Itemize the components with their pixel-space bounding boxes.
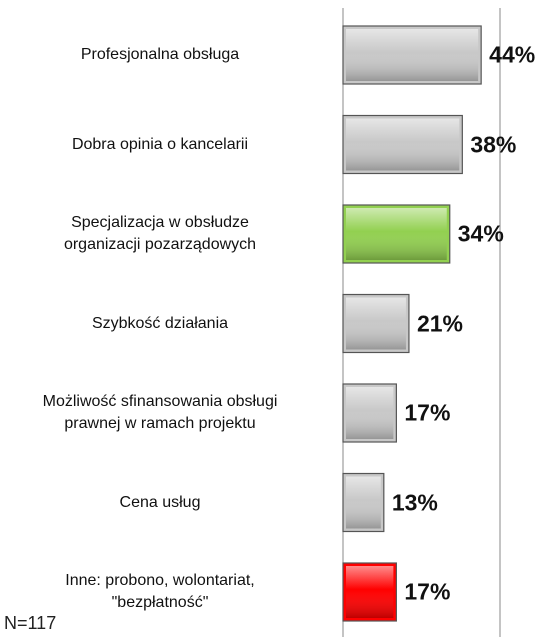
bar bbox=[342, 383, 397, 443]
category-label: Inne: probono, wolontariat, "bezpłatność… bbox=[65, 572, 255, 611]
value-label: 13% bbox=[391, 489, 438, 515]
bar bbox=[342, 293, 410, 354]
category-label: Dobra opinia o kancelarii bbox=[71, 135, 249, 153]
category-label: Możliwość sfinansowania obsługi prawnej … bbox=[42, 393, 278, 432]
bar bbox=[342, 114, 463, 175]
bar bbox=[342, 25, 482, 85]
category-label: Cena usług bbox=[119, 493, 201, 511]
value-label: 21% bbox=[416, 310, 463, 336]
bar bbox=[342, 562, 397, 622]
category-label: Szybkość działania bbox=[91, 314, 229, 332]
value-label: 17% bbox=[404, 399, 451, 426]
value-label: 38% bbox=[470, 131, 517, 157]
bar bbox=[342, 472, 385, 533]
value-label: 17% bbox=[404, 578, 451, 605]
category-label: Profesjonalna obsługa bbox=[80, 46, 240, 63]
bar bbox=[342, 204, 451, 264]
sample-size: N=117 bbox=[4, 613, 57, 633]
value-label: 34% bbox=[457, 220, 504, 247]
value-label: 44% bbox=[489, 41, 536, 68]
category-label: Specjalizacja w obsłudze organizacji poz… bbox=[63, 214, 257, 253]
